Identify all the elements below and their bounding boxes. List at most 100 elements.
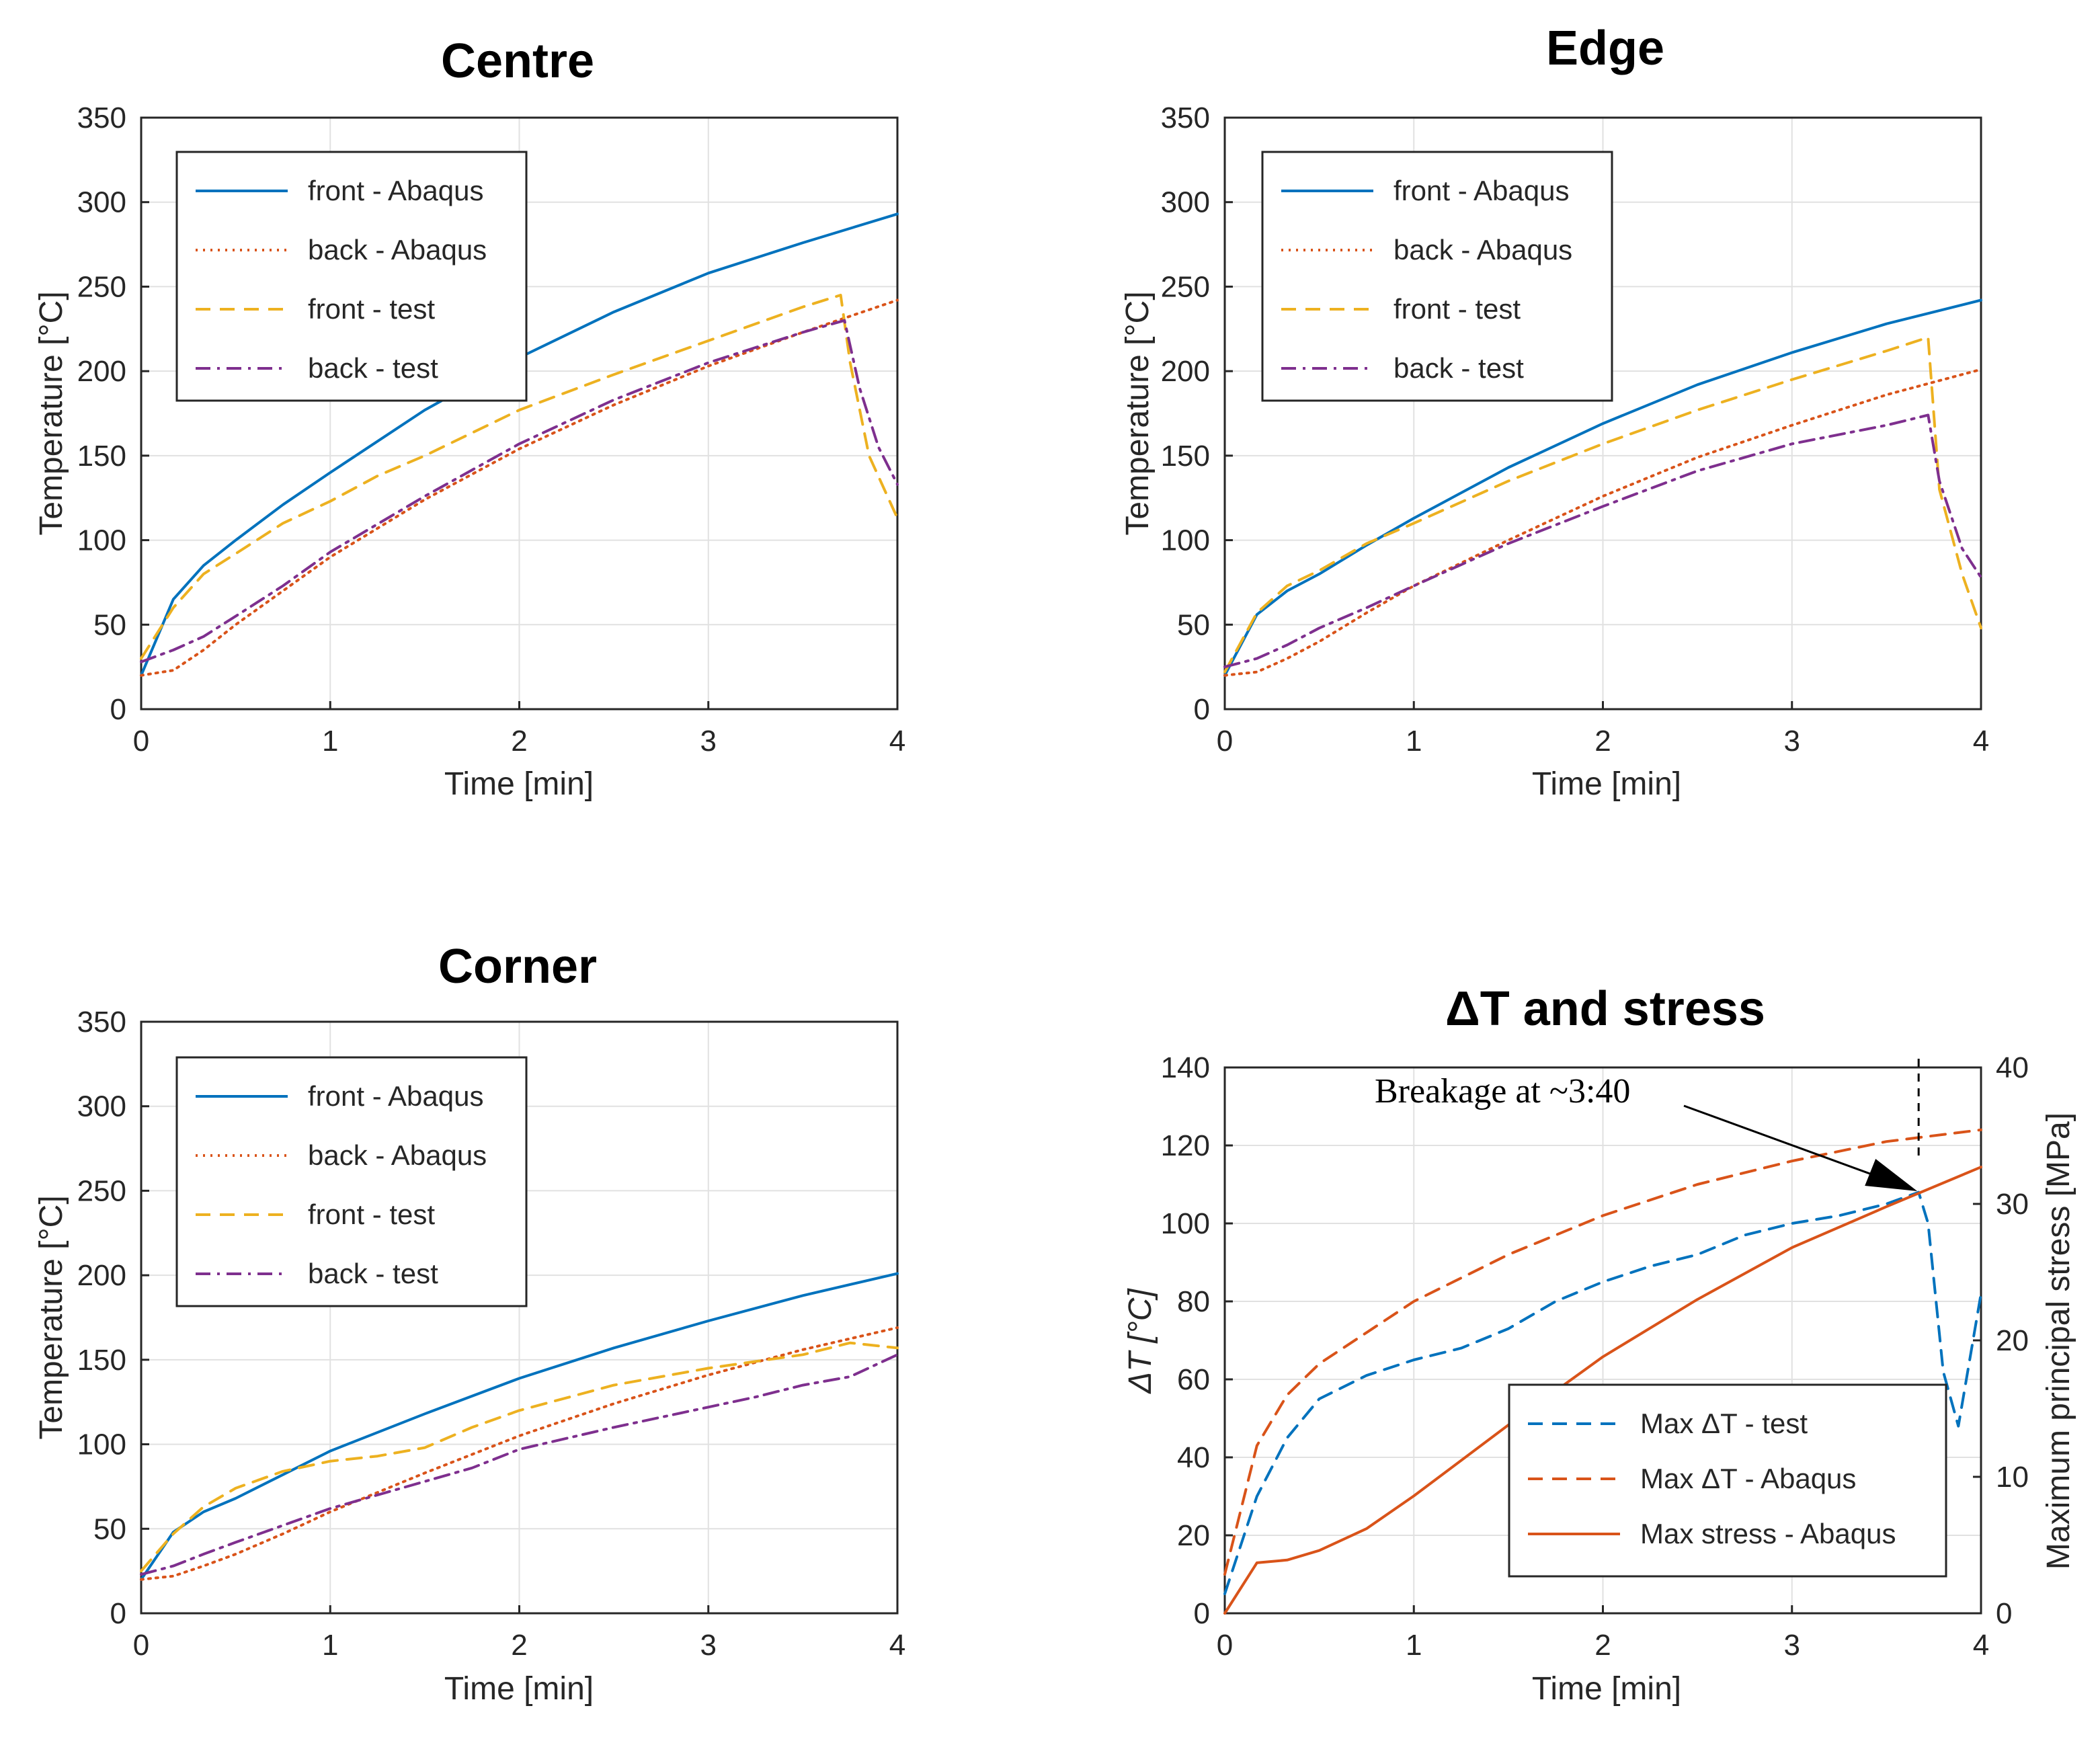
x-tick-label: 2 — [1594, 725, 1611, 758]
x-tick-label: 1 — [322, 725, 338, 758]
series-line-front-abaqus — [140, 1272, 899, 1581]
y-tick-label: 0 — [110, 1597, 126, 1630]
y-axis-label: ΔT [°C] — [1123, 1288, 1158, 1394]
y-tick-label: 150 — [77, 440, 126, 473]
x-tick-label: 0 — [133, 725, 149, 758]
chart-centre: Centre 0 1 2 3 4 0 50 100 150 200 250 300 350 Time [… — [34, 34, 905, 802]
legend-label: Max stress - Abaqus — [1640, 1518, 1896, 1549]
x-tick-label: 2 — [511, 725, 527, 758]
x-axis-label: Time [min] — [444, 766, 594, 802]
series-line-back-test — [1223, 413, 1982, 669]
breakage-annotation: Breakage at ~3:40 — [1375, 1072, 1630, 1110]
legend-label: back - test — [1394, 352, 1524, 384]
series-line-back-abaqus — [140, 1326, 899, 1581]
y-right-tick-label: 30 — [1996, 1188, 2029, 1221]
y-tick-label: 80 — [1177, 1285, 1210, 1318]
y-tick-label: 200 — [1161, 355, 1210, 388]
legend-label: front - test — [1394, 293, 1521, 325]
x-tick-label: 3 — [1784, 1629, 1800, 1662]
series-line-max-t-test — [1223, 1190, 1982, 1595]
series-line-front-test — [1223, 335, 1982, 674]
y-tick-label: 0 — [1194, 693, 1210, 726]
y-axis-label-right: Maximum principal stress [MPa] — [2041, 1112, 2076, 1570]
legend-label: front - test — [308, 293, 435, 325]
y-tick-label: 350 — [77, 102, 126, 134]
chart-title: Edge — [1546, 22, 1664, 75]
chart-title: Centre — [441, 34, 594, 88]
y-tick-label: 150 — [1161, 440, 1210, 473]
y-tick-label: 300 — [1161, 186, 1210, 219]
series-line-front-abaqus — [140, 212, 899, 677]
chart-edge: Edge 0 1 2 3 4 0 50 100 150 200 250 300 350 Time [mi… — [1120, 22, 1989, 802]
y-tick-label: 40 — [1177, 1441, 1210, 1474]
y-axis-label: Temperature [°C] — [34, 1195, 69, 1439]
x-tick-label: 4 — [889, 725, 905, 758]
series-line-front-test — [140, 1341, 899, 1573]
y-axis-label: Temperature [°C] — [1120, 291, 1156, 535]
y-tick-label: 50 — [1177, 608, 1210, 641]
x-axis-label: Time [min] — [1532, 766, 1681, 802]
legend-label: back - test — [308, 1258, 438, 1289]
y-tick-label: 250 — [77, 1174, 126, 1207]
legend-label: Max ΔT - test — [1640, 1408, 1808, 1439]
y-tick-label: 120 — [1161, 1129, 1210, 1162]
series-line-front-abaqus — [1223, 298, 1982, 677]
y-right-tick-label: 40 — [1996, 1051, 2029, 1084]
y-tick-label: 0 — [1194, 1597, 1210, 1630]
legend-label: back - test — [308, 352, 438, 384]
y-tick-label: 350 — [77, 1006, 126, 1039]
y-right-tick-label: 10 — [1996, 1461, 2029, 1494]
x-tick-label: 2 — [1594, 1629, 1611, 1662]
legend-label: front - test — [308, 1199, 435, 1230]
legend: front - Abaqus back - Abaqus front - test b… — [1261, 151, 1613, 402]
series-line-back-test — [140, 319, 899, 663]
x-tick-label: 4 — [889, 1629, 905, 1662]
y-tick-label: 150 — [77, 1344, 126, 1377]
legend-label: back - Abaqus — [308, 1139, 487, 1171]
x-tick-label: 3 — [1784, 725, 1800, 758]
y-tick-label: 50 — [93, 608, 126, 641]
y-tick-label: 100 — [1161, 524, 1210, 557]
y-tick-label: 20 — [1177, 1519, 1210, 1552]
chart-title: ΔT and stress — [1445, 982, 1765, 1036]
legend-label: Max ΔT - Abaqus — [1640, 1463, 1856, 1494]
y-tick-label: 100 — [77, 524, 126, 557]
y-tick-label: 200 — [77, 1259, 126, 1292]
x-tick-label: 2 — [511, 1629, 527, 1662]
x-axis-label: Time [min] — [1532, 1671, 1681, 1707]
x-tick-label: 1 — [1406, 1629, 1422, 1662]
annotation-arrowhead — [1865, 1159, 1918, 1191]
x-tick-label: 1 — [322, 1629, 338, 1662]
legend: front - Abaqus back - Abaqus front - test b… — [175, 151, 528, 402]
y-tick-label: 60 — [1177, 1363, 1210, 1396]
legend: Max ΔT - test Max ΔT - Abaqus Max stress -… — [1508, 1383, 1947, 1578]
y-tick-label: 300 — [77, 1090, 126, 1123]
y-tick-label: 200 — [77, 355, 126, 388]
x-tick-label: 3 — [700, 725, 717, 758]
y-tick-label: 0 — [110, 693, 126, 726]
y-tick-label: 350 — [1161, 102, 1210, 134]
legend-label: back - Abaqus — [308, 234, 487, 266]
series-line-max-stress-abaqus — [1223, 1166, 1982, 1615]
x-tick-label: 0 — [1217, 725, 1233, 758]
x-tick-label: 0 — [133, 1629, 149, 1662]
x-tick-label: 1 — [1406, 725, 1422, 758]
y-tick-label: 100 — [1161, 1207, 1210, 1240]
x-tick-label: 4 — [1973, 1629, 1989, 1662]
y-tick-label: 250 — [1161, 270, 1210, 303]
y-right-tick-label: 20 — [1996, 1324, 2029, 1357]
legend: front - Abaqus back - Abaqus front - test b… — [175, 1056, 528, 1307]
y-tick-label: 250 — [77, 270, 126, 303]
series-line-back-test — [140, 1353, 899, 1576]
legend-label: back - Abaqus — [1394, 234, 1572, 266]
annotation-arrow-line — [1683, 1104, 1896, 1184]
y-axis-label: Temperature [°C] — [34, 291, 69, 535]
series-line-back-abaqus — [140, 298, 899, 677]
series-line-max-t-abaqus — [1223, 1128, 1982, 1576]
y-tick-label: 100 — [77, 1428, 126, 1461]
x-tick-label: 0 — [1217, 1629, 1233, 1662]
legend-label: front - Abaqus — [1394, 175, 1570, 206]
y-tick-label: 140 — [1161, 1051, 1210, 1084]
x-tick-label: 4 — [1973, 725, 1989, 758]
